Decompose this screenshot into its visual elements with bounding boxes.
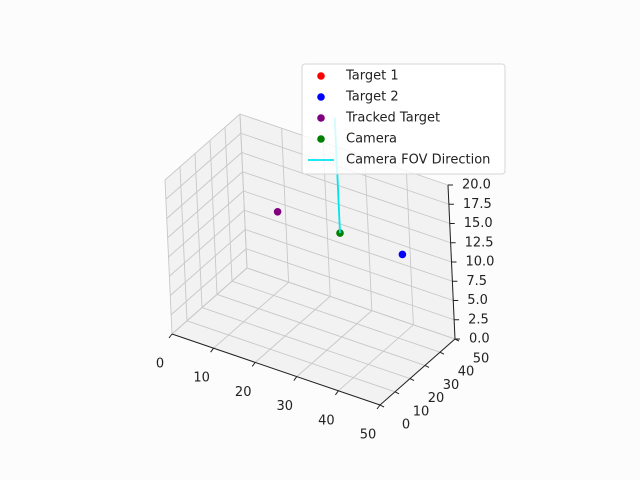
grid-line-z-side	[171, 267, 248, 335]
grid-line-z-back	[243, 190, 452, 263]
x-tick-label: 20	[235, 385, 252, 400]
z-tick-label: 7.5	[466, 274, 487, 289]
legend: Target 1 Target 2 Tracked Target Camera Came…	[301, 63, 506, 175]
y-tick-label: 10	[413, 404, 430, 419]
y-tick-mark	[394, 391, 400, 395]
grid-line-z-side	[169, 209, 245, 277]
x-tick-mark	[376, 404, 381, 410]
grid-line-z-side	[168, 190, 244, 258]
legend-swatch-camera	[317, 135, 325, 143]
grid-line-x-floor	[254, 296, 331, 363]
x-tick-mark	[168, 333, 173, 339]
legend-label-target-1: Target 1	[345, 69, 399, 84]
series-target-2-point	[398, 250, 407, 259]
floor-pane	[172, 268, 455, 405]
legend-label-target-2: Target 2	[345, 90, 399, 105]
legend-box	[301, 63, 506, 175]
x-tick-label: 50	[360, 428, 377, 443]
grid-line-x-floor	[296, 310, 373, 377]
y-tick-mark	[379, 404, 385, 408]
axis-lines	[168, 184, 460, 410]
x-axis-line	[171, 333, 381, 406]
legend-label-tracked-target: Tracked Target	[345, 111, 440, 126]
x-tick-mark	[251, 362, 256, 367]
grid-line-y-floor	[186, 320, 396, 393]
grid-line-z-side	[170, 248, 247, 316]
grid-line-x-floor	[338, 324, 414, 392]
y-tick-label: 20	[428, 391, 445, 406]
x-tick-label: 30	[277, 399, 294, 414]
x-tick-mark	[293, 376, 298, 381]
z-tick-label: 15.0	[464, 216, 493, 231]
x-tick-label: 0	[156, 357, 164, 372]
grid-lines	[164, 113, 456, 406]
series-tracked-target-point	[273, 208, 282, 216]
z-tick-label: 2.5	[468, 312, 489, 327]
grid-line-z-side	[166, 152, 243, 219]
legend-swatch-target-2	[317, 93, 325, 101]
z-tick-label: 5.0	[467, 293, 488, 308]
legend-swatch-tracked-target	[317, 114, 325, 122]
grid-line-z-back	[244, 209, 453, 282]
legend-label-camera: Camera	[346, 132, 397, 147]
y-axis-line	[379, 338, 456, 406]
grid-line-z-side	[164, 113, 241, 181]
grid-line-z-back	[242, 171, 451, 244]
legend-label-camera-fov-direction: Camera FOV Direction	[346, 153, 490, 168]
grid-line-z-back	[246, 267, 456, 340]
y-tick-mark	[409, 378, 415, 382]
grid-line-y-floor	[201, 307, 411, 380]
z-tick-label: 17.5	[463, 197, 492, 212]
grid-line-z-side	[169, 229, 246, 296]
z-tick-label: 0.0	[469, 332, 490, 347]
legend-swatch-target-1	[317, 72, 325, 80]
y-tick-mark	[439, 351, 445, 355]
grid-line-y-floor	[216, 293, 426, 366]
grid-line-z-back	[241, 152, 450, 224]
z-tick-label: 12.5	[465, 235, 494, 250]
grid-line-z-side	[165, 132, 242, 200]
grid-line-y-floor	[231, 280, 441, 353]
tick-labels: 01020304050010203040500.02.55.07.510.012…	[156, 178, 495, 443]
grid-line-x-floor	[213, 281, 289, 349]
z-tick-label: 10.0	[466, 255, 495, 270]
z-tick-label: 20.0	[462, 178, 491, 193]
y-tick-label: 50	[473, 352, 490, 367]
y-tick-mark	[424, 364, 430, 368]
x-tick-mark	[334, 390, 339, 396]
x-tick-mark	[210, 347, 215, 353]
x-tick-label: 10	[193, 371, 210, 386]
grid-line-z-back	[245, 248, 455, 321]
y-tick-label: 40	[458, 365, 475, 380]
y-tick-label: 0	[402, 418, 410, 433]
grid-line-z-side	[167, 171, 243, 239]
y-tick-label: 30	[443, 378, 460, 393]
x-tick-label: 40	[318, 413, 335, 428]
grid-line-z-back	[245, 229, 454, 301]
